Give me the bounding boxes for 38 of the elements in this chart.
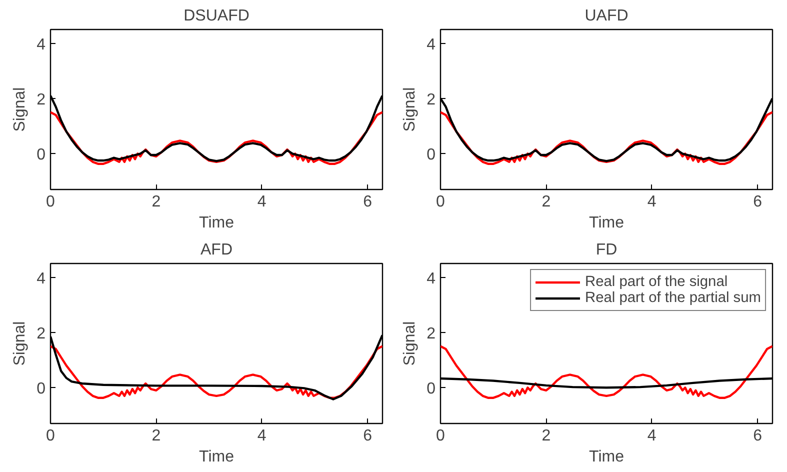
x-tick-label: 4 [647, 428, 656, 444]
x-tick-label: 2 [542, 194, 551, 210]
y-axis-title: Signal [12, 321, 29, 366]
legend-label: Real part of the signal [585, 274, 728, 290]
y-tick-label: 4 [36, 36, 46, 54]
y-axis-title: Signal [402, 321, 419, 366]
chart-title: DSUAFD [184, 8, 250, 24]
x-tick-label: 2 [152, 194, 161, 210]
y-tick-label: 0 [426, 146, 436, 164]
legend-label: Real part of the partial sum [585, 290, 761, 306]
y-tick-label: 0 [36, 146, 46, 164]
x-tick-label: 2 [152, 428, 161, 444]
x-tick-label: 6 [753, 194, 762, 210]
x-axis-title: Time [199, 214, 234, 232]
x-tick-label: 6 [363, 428, 372, 444]
y-tick-label: 2 [36, 91, 46, 108]
chart-title: UAFD [584, 8, 628, 24]
x-axis-title: Time [199, 448, 234, 466]
y-tick-label: 2 [426, 91, 436, 108]
y-tick-label: 2 [36, 325, 46, 342]
y-tick-label: 4 [36, 270, 46, 288]
chart-title: AFD [200, 242, 232, 258]
x-tick-label: 6 [363, 194, 372, 210]
x-axis-title: Time [589, 448, 624, 466]
y-tick-label: 4 [426, 36, 436, 54]
x-tick-label: 4 [257, 428, 266, 444]
y-axis-title: Signal [402, 87, 419, 132]
y-tick-label: 2 [426, 325, 436, 342]
x-tick-label: 4 [647, 194, 656, 210]
x-axis-title: Time [589, 214, 624, 232]
x-tick-label: 4 [257, 194, 266, 210]
x-tick-label: 2 [542, 428, 551, 444]
y-tick-label: 4 [426, 270, 436, 288]
y-tick-label: 0 [426, 380, 436, 398]
y-tick-label: 0 [36, 380, 46, 398]
y-axis-title: Signal [12, 87, 29, 132]
x-tick-label: 6 [753, 428, 762, 444]
chart-title: FD [596, 242, 618, 258]
